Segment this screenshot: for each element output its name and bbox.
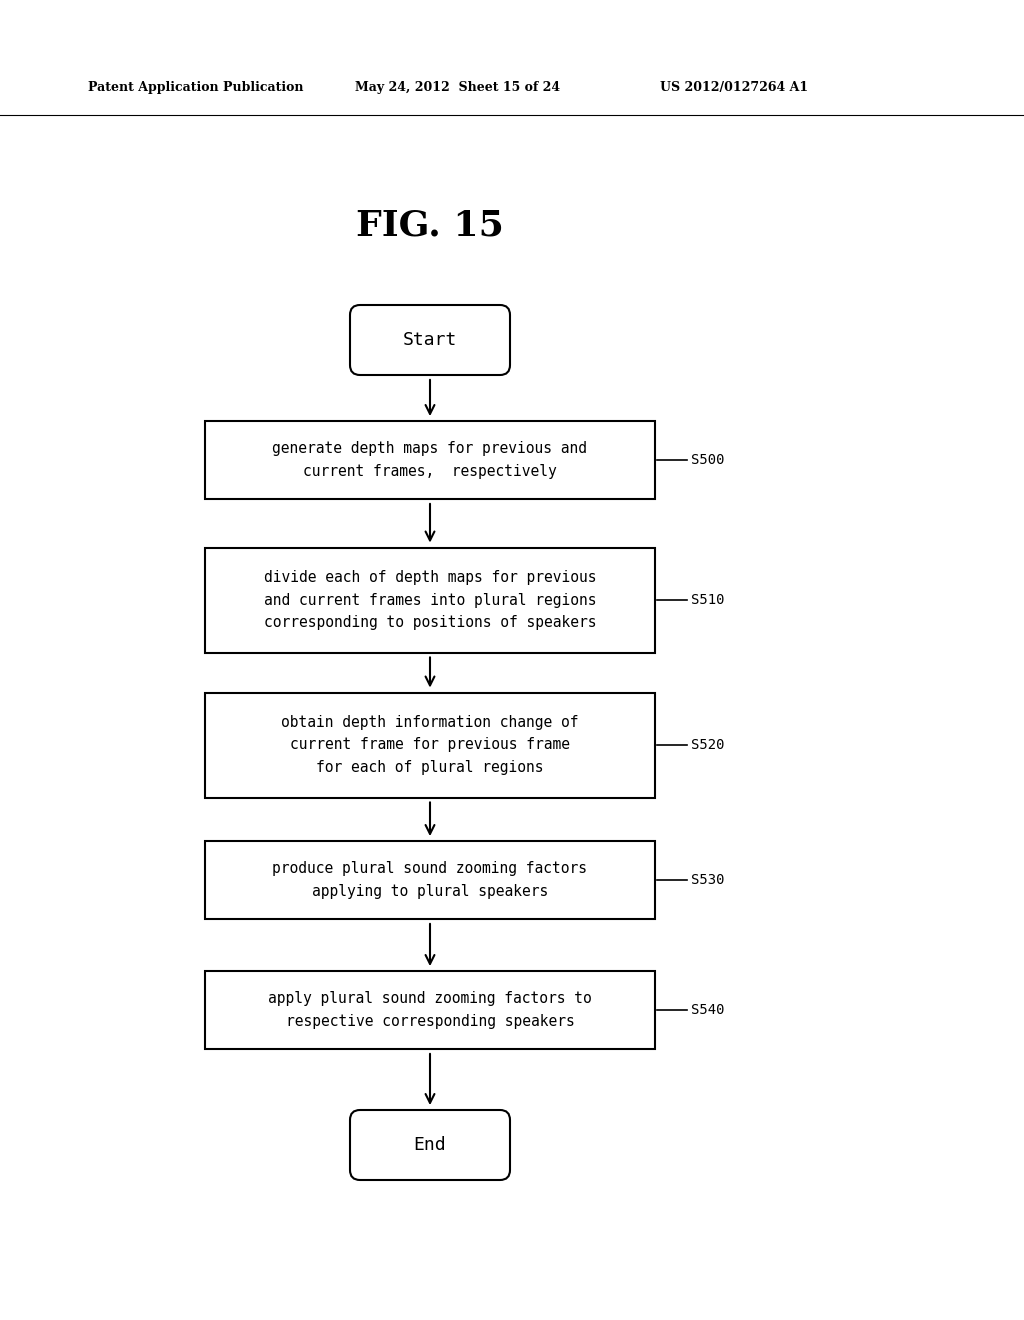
FancyBboxPatch shape <box>205 693 655 797</box>
Text: Patent Application Publication: Patent Application Publication <box>88 82 303 95</box>
Text: FIG. 15: FIG. 15 <box>356 209 504 242</box>
FancyBboxPatch shape <box>350 305 510 375</box>
Text: S520: S520 <box>691 738 725 752</box>
Text: produce plural sound zooming factors
applying to plural speakers: produce plural sound zooming factors app… <box>272 862 588 899</box>
FancyBboxPatch shape <box>205 841 655 919</box>
Text: US 2012/0127264 A1: US 2012/0127264 A1 <box>660 82 808 95</box>
FancyBboxPatch shape <box>350 1110 510 1180</box>
FancyBboxPatch shape <box>205 972 655 1049</box>
Text: apply plural sound zooming factors to
respective corresponding speakers: apply plural sound zooming factors to re… <box>268 991 592 1028</box>
Text: S510: S510 <box>691 593 725 607</box>
Text: generate depth maps for previous and
current frames,  respectively: generate depth maps for previous and cur… <box>272 441 588 479</box>
Text: May 24, 2012  Sheet 15 of 24: May 24, 2012 Sheet 15 of 24 <box>355 82 560 95</box>
Text: obtain depth information change of
current frame for previous frame
for each of : obtain depth information change of curre… <box>282 715 579 775</box>
Text: S530: S530 <box>691 873 725 887</box>
Text: Start: Start <box>402 331 457 348</box>
FancyBboxPatch shape <box>205 421 655 499</box>
Text: End: End <box>414 1137 446 1154</box>
Text: divide each of depth maps for previous
and current frames into plural regions
co: divide each of depth maps for previous a… <box>264 570 596 630</box>
Text: S540: S540 <box>691 1003 725 1016</box>
Text: S500: S500 <box>691 453 725 467</box>
FancyBboxPatch shape <box>205 548 655 652</box>
